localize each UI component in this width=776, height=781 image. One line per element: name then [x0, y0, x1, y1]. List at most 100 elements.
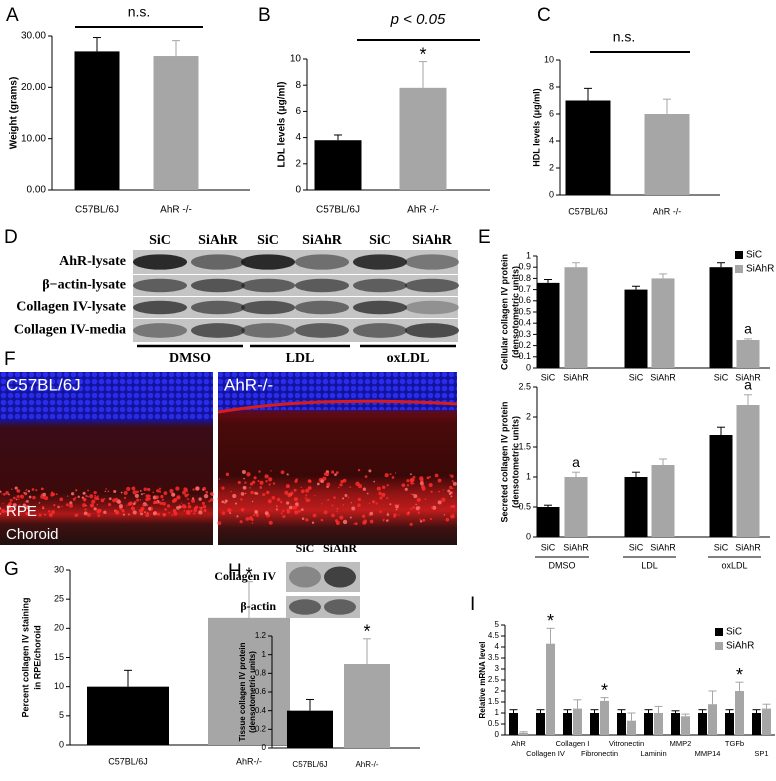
lane-label: SiC: [369, 233, 391, 248]
lane-label: SiAhR: [412, 233, 453, 248]
x-tick-label: Collagen IV: [526, 749, 565, 758]
blot-band: [405, 254, 459, 270]
stain-speck: [333, 496, 336, 499]
y-tick-label: 1: [495, 708, 500, 717]
blot-band: [289, 599, 321, 615]
stain-speck: [349, 516, 352, 519]
y-tick-label: 0: [526, 531, 531, 541]
nuclear-layer: [0, 372, 213, 420]
stain-speck: [357, 503, 361, 507]
y-tick-label: 10: [544, 54, 554, 64]
stain-speck: [282, 509, 285, 513]
stain-speck: [139, 508, 144, 514]
bar: [725, 713, 734, 735]
stain-speck: [146, 487, 151, 492]
blot-band: [191, 254, 245, 270]
x-tick-label: AhR: [511, 739, 526, 748]
bar-label: SiAhR: [563, 372, 589, 382]
stain-speck: [221, 511, 226, 515]
stain-speck: [270, 470, 272, 472]
stain-speck: [342, 519, 348, 525]
panel-letter: E: [478, 227, 491, 248]
stain-speck: [44, 496, 49, 501]
y-tick-label: 15: [54, 652, 64, 662]
stain-speck: [419, 476, 424, 481]
stain-speck: [1, 493, 3, 495]
x-tick-label: oxLDL: [721, 560, 747, 570]
stain-speck: [244, 481, 247, 484]
stain-speck: [0, 512, 2, 515]
stain-speck: [87, 489, 90, 492]
y-tick-label: 0.5: [518, 501, 531, 511]
stain-speck: [143, 487, 147, 492]
stain-speck: [193, 506, 198, 511]
y-tick-label: 3: [495, 664, 500, 673]
y-tick-label: 0: [495, 730, 500, 739]
row-label: β−actin-lysate: [42, 278, 126, 293]
stain-speck: [450, 495, 453, 498]
stain-speck: [166, 504, 171, 508]
blot-band: [295, 254, 349, 270]
stain-speck: [42, 505, 45, 508]
stain-speck: [176, 495, 181, 500]
x-tick-label: MMP14: [695, 749, 721, 758]
stain-speck: [280, 500, 283, 504]
stain-speck: [376, 486, 381, 491]
bar-label: SiC: [541, 542, 556, 552]
stain-speck: [412, 493, 414, 496]
stain-speck: [25, 499, 29, 503]
stain-speck: [218, 478, 221, 480]
x-tick-label: DMSO: [549, 560, 576, 570]
bar-label: SiAhR: [563, 542, 589, 552]
bar-label: SiAhR: [650, 542, 676, 552]
stain-speck: [342, 504, 345, 506]
stain-speck: [355, 481, 360, 486]
bar: [546, 643, 555, 735]
stain-speck: [156, 489, 160, 493]
stain-speck: [178, 504, 181, 507]
stain-speck: [199, 507, 203, 511]
stain-speck: [10, 488, 13, 490]
stain-speck: [229, 512, 232, 515]
bar: [600, 700, 609, 735]
stain-speck: [198, 510, 203, 515]
stain-speck: [395, 508, 398, 511]
y-tick-label: 0.7: [518, 284, 531, 294]
y-tick-label: 5: [495, 620, 500, 629]
bar: [519, 732, 528, 735]
stain-speck: [366, 492, 369, 495]
stain-speck: [422, 518, 426, 522]
stain-speck: [239, 520, 243, 524]
stain-speck: [300, 508, 304, 512]
stain-speck: [175, 486, 180, 491]
stain-speck: [241, 470, 246, 474]
lane-label: SiAhR: [323, 541, 357, 555]
stain-speck: [382, 518, 385, 521]
bar: [681, 716, 690, 735]
bar: [736, 405, 760, 537]
stain-speck: [354, 522, 358, 526]
stain-speck: [0, 509, 6, 514]
stain-speck: [416, 497, 421, 503]
blot-band: [133, 254, 187, 270]
bar-label: SiAhR: [735, 372, 761, 382]
stain-speck: [342, 478, 347, 483]
y-tick-label: 0: [59, 739, 64, 749]
bar: [735, 691, 744, 735]
stain-speck: [251, 522, 254, 524]
stain-speck: [236, 515, 239, 518]
bar: [671, 713, 680, 735]
y-axis-label: Tissue collagen IV protein: [238, 642, 247, 741]
stain-speck: [259, 486, 263, 489]
y-tick-label: 0.3: [518, 329, 531, 339]
x-tick-label: AhR -/-: [407, 205, 439, 216]
stain-speck: [262, 493, 266, 497]
legend-label: SiAhR: [726, 641, 754, 652]
bar: [563, 713, 572, 735]
stain-speck: [335, 520, 340, 525]
stain-speck: [412, 475, 416, 479]
x-tick-label: C57BL/6J: [75, 205, 119, 216]
stain-speck: [438, 490, 441, 493]
stain-speck: [217, 498, 219, 500]
